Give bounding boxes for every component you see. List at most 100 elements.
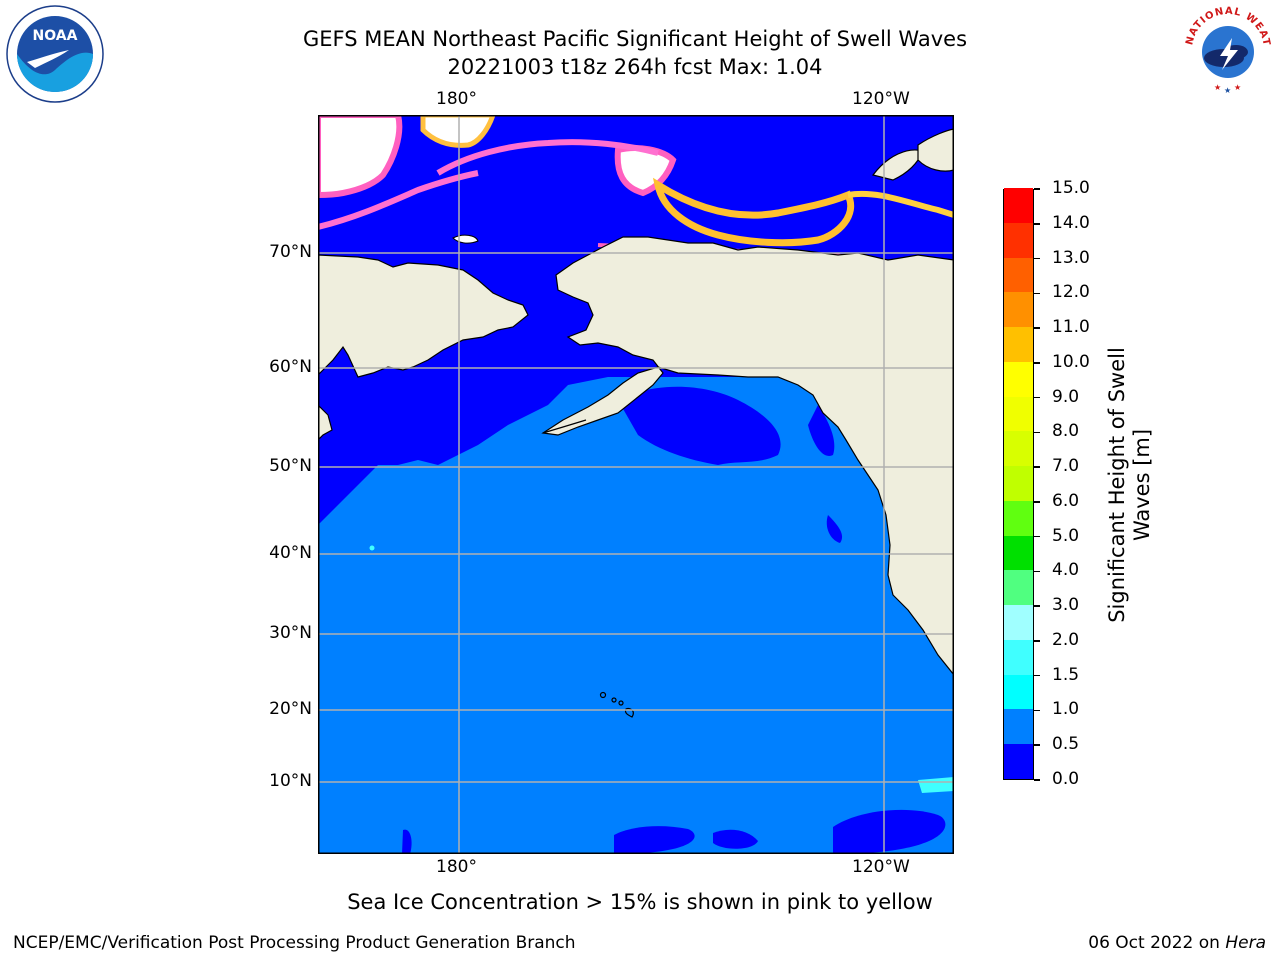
land-chukotka — [317, 254, 529, 378]
colorbar-tick-label: 11.0 — [1052, 317, 1090, 338]
svg-text:★: ★ — [1214, 83, 1221, 92]
colorbar-tick-mark — [1034, 605, 1040, 607]
sea-ice-edge-east — [847, 190, 955, 218]
colorbar-title: Significant Height of Swell Waves [m] — [1105, 347, 1155, 623]
colorbar-tick-mark — [1034, 744, 1040, 746]
lon-label-bottom-120w: 120°W — [852, 857, 910, 877]
colorbar-tick-mark — [1034, 535, 1040, 538]
sea-ice-edge-south — [652, 177, 855, 247]
footer-credit: NCEP/EMC/Verification Post Processing Pr… — [13, 933, 576, 953]
colorbar-tick-mark — [1034, 431, 1040, 434]
swell-patch-1-1.5m — [918, 777, 954, 793]
map-frame — [315, 112, 955, 854]
lat-label-50n: 50°N — [269, 456, 312, 476]
colorbar-tick-label: 13.0 — [1052, 247, 1090, 268]
sea-ice-pack — [420, 112, 497, 148]
map-gridlines — [318, 115, 954, 854]
map-border — [318, 115, 954, 854]
lat-label-70n: 70°N — [269, 242, 312, 262]
colorbar-segment — [1004, 465, 1033, 501]
colorbar-tick-label: 12.0 — [1052, 282, 1090, 303]
colorbar-tick-mark — [1034, 570, 1040, 573]
low-swell-patch-south-2 — [833, 809, 946, 854]
sea-ice-edge-west — [317, 170, 479, 230]
colorbar-tick-mark — [1034, 223, 1040, 225]
colorbar-segment — [1004, 396, 1033, 432]
chart-subtitle: 20221003 t18z 264h fcst Max: 1.04 — [447, 55, 823, 79]
colorbar-tick-label: 1.5 — [1052, 664, 1080, 685]
colorbar-tick-label: 0.5 — [1052, 734, 1080, 755]
colorbar-tick-label: 7.0 — [1052, 456, 1080, 477]
noaa-logo-text: NOAA — [33, 28, 78, 44]
sea-ice-note: Sea Ice Concentration > 15% is shown in … — [347, 890, 933, 914]
colorbar-tick-label: 3.0 — [1052, 595, 1080, 616]
colorbar-tick-label: 6.0 — [1052, 490, 1080, 511]
aleutian-islands — [542, 419, 587, 434]
colorbar-tick-label: 14.0 — [1052, 212, 1090, 233]
colorbar-segment — [1004, 674, 1033, 710]
lat-label-10n: 10°N — [269, 771, 312, 791]
lon-label-top-120w: 120°W — [852, 89, 910, 109]
lat-label-40n: 40°N — [269, 543, 312, 563]
colorbar-tick-label: 10.0 — [1052, 351, 1090, 372]
colorbar-segment — [1004, 535, 1033, 571]
lat-label-30n: 30°N — [269, 623, 312, 643]
colorbar-segment — [1004, 222, 1033, 258]
map-canvas — [315, 112, 955, 854]
colorbar-tick-label: 9.0 — [1052, 386, 1080, 407]
land-north-america — [541, 236, 955, 677]
colorbar-tick-mark — [1034, 396, 1040, 399]
low-swell-patch-south-1 — [614, 826, 695, 854]
colorbar-tick-mark — [1034, 292, 1040, 295]
colorbar-tick-label: 15.0 — [1052, 178, 1090, 198]
sea-ice-chukchi — [315, 112, 403, 199]
colorbar-segment — [1004, 361, 1033, 397]
lon-label-top-180: 180° — [436, 89, 477, 109]
colorbar-segment — [1004, 430, 1033, 467]
colorbar — [1003, 187, 1034, 780]
colorbar-title-line1: Significant Height of Swell — [1105, 347, 1129, 623]
low-swell-patch-gulf — [618, 386, 781, 465]
colorbar-tick-label: 4.0 — [1052, 560, 1080, 581]
colorbar-tick-mark — [1034, 362, 1040, 364]
colorbar-segment — [1004, 326, 1033, 362]
colorbar-segment — [1004, 187, 1033, 223]
colorbar-segment — [1004, 709, 1033, 745]
colorbar-segment — [1004, 500, 1033, 536]
colorbar-tick-label: 2.0 — [1052, 629, 1080, 650]
footer-date: 06 Oct 2022 on Hera — [1088, 933, 1266, 953]
lat-label-20n: 20°N — [269, 699, 312, 719]
colorbar-segment — [1004, 569, 1033, 606]
colorbar-tick-label: 5.0 — [1052, 525, 1080, 546]
footer-date-text: 06 Oct 2022 on — [1088, 933, 1220, 953]
colorbar-tick-mark — [1034, 640, 1040, 642]
colorbar-tick-mark — [1034, 188, 1040, 190]
footer-host: Hera — [1225, 933, 1266, 953]
colorbar-tick-label: 0.0 — [1052, 769, 1080, 789]
colorbar-tick-mark — [1034, 257, 1040, 260]
colorbar-title-line2: Waves [m] — [1130, 428, 1154, 542]
colorbar-segment — [1004, 604, 1033, 640]
colorbar-segment — [1004, 257, 1033, 293]
nws-logo: NATIONAL WEATHER SERVICE ★ ★ ★ — [1175, 0, 1276, 98]
svg-text:★: ★ — [1234, 83, 1241, 92]
colorbar-segment — [1004, 743, 1033, 779]
colorbar-tick-mark — [1034, 779, 1040, 781]
low-swell-patch-coast — [808, 405, 835, 456]
lat-label-60n: 60°N — [269, 357, 312, 377]
noaa-logo: NOAA — [5, 4, 105, 104]
swell-dot-1-1.5m — [369, 545, 375, 551]
colorbar-segment — [1004, 639, 1033, 675]
colorbar-tick-mark — [1034, 501, 1040, 503]
low-swell-patch-bc — [826, 515, 843, 543]
svg-text:★: ★ — [1224, 86, 1231, 95]
lon-label-bottom-180: 180° — [436, 857, 477, 877]
colorbar-tick-label: 8.0 — [1052, 421, 1080, 442]
colorbar-tick-mark — [1034, 466, 1040, 468]
colorbar-tick-mark — [1034, 327, 1040, 329]
colorbar-tick-label: 1.0 — [1052, 699, 1080, 720]
low-swell-patch-south-3 — [713, 829, 758, 849]
chart-title: GEFS MEAN Northeast Pacific Significant … — [302, 27, 968, 51]
hawaiian-islands — [599, 691, 634, 718]
colorbar-tick-mark — [1034, 674, 1040, 677]
